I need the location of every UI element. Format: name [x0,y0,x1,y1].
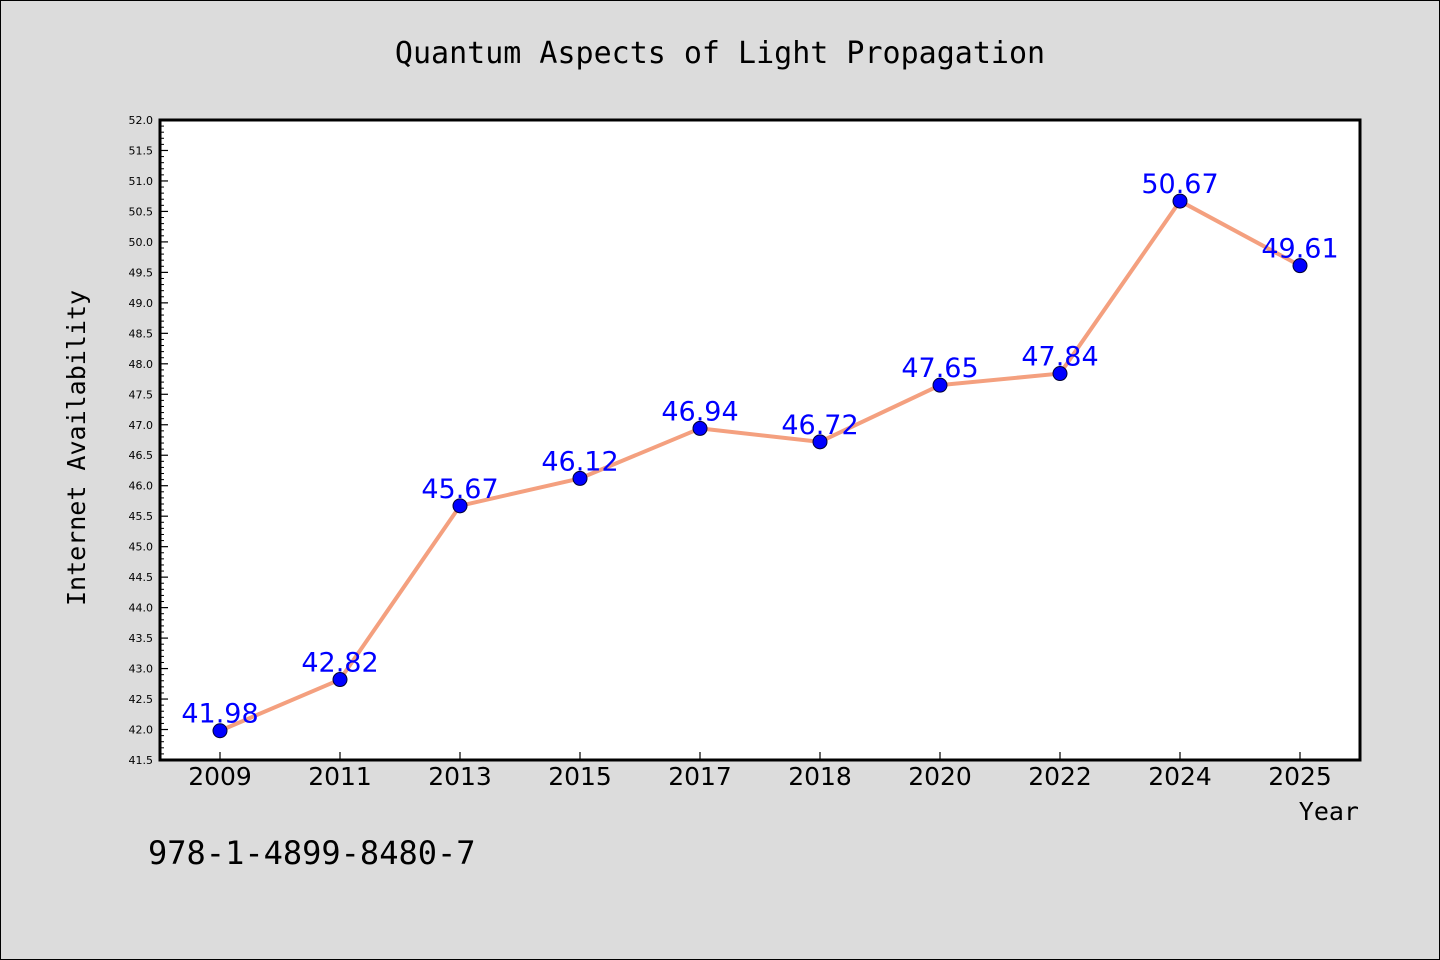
y-tick-label: 48.0 [129,358,154,371]
y-tick-label: 47.0 [129,419,154,432]
data-label: 47.65 [901,353,978,384]
data-label: 46.12 [541,446,618,477]
y-tick-label: 42.0 [129,724,154,737]
data-label: 47.84 [1021,342,1098,373]
y-tick-label: 48.5 [129,327,154,340]
y-tick-label: 42.5 [129,693,154,706]
x-tick-label: 2013 [428,762,492,791]
x-tick-label: 2017 [668,762,732,791]
data-point [332,672,348,688]
y-tick-label: 41.5 [129,754,154,767]
data-point [812,434,828,450]
plot-frame [158,118,1362,762]
y-tick-label: 49.5 [129,266,154,279]
data-point [1292,258,1308,274]
data-point [572,470,588,486]
y-tick-label: 44.0 [129,602,154,615]
x-axis-label: Year [1299,797,1359,826]
data-label: 46.72 [781,410,858,441]
data-label: 45.67 [421,474,498,505]
data-label: 49.61 [1261,234,1338,265]
data-point [692,420,708,436]
y-tick-label: 46.5 [129,449,154,462]
data-point [1172,193,1188,209]
x-tick-label: 2020 [908,762,972,791]
data-point [1052,366,1068,382]
y-tick-label: 43.0 [129,663,154,676]
y-tick-label: 51.5 [129,144,154,157]
y-axis-label: Internet Availability [62,290,91,606]
x-axis-ticks: 2009 2011 2013 2015 2017 2018 2020 2022 2024 2025 [188,752,1332,791]
y-tick-label: 44.5 [129,571,154,584]
data-label: 50.67 [1141,169,1218,200]
data-label: 46.94 [661,396,738,427]
y-tick-label: 50.0 [129,236,154,249]
data-label: 42.82 [301,648,378,679]
x-tick-label: 2022 [1028,762,1092,791]
data-point [452,498,468,514]
marker-layer [212,193,1308,739]
x-tick-label: 2011 [308,762,372,791]
x-tick-label: 2015 [548,762,612,791]
y-tick-label: 45.5 [129,510,154,523]
x-tick-label: 2024 [1148,762,1212,791]
isbn-footnote: 978-1-4899-8480-7 [148,834,476,872]
y-tick-label: 49.0 [129,297,154,310]
y-tick-label: 47.5 [129,388,154,401]
y-tick-label: 45.0 [129,541,154,554]
y-tick-label: 43.5 [129,632,154,645]
y-tick-label: 50.5 [129,205,154,218]
y-tick-label: 46.0 [129,480,154,493]
data-point [932,377,948,393]
x-tick-label: 2009 [188,762,252,791]
y-tick-label: 51.0 [129,175,154,188]
series-line [219,199,1301,733]
data-label-layer: 41.98 42.82 45.67 46.12 46.94 46.72 47.65 47.84… [181,169,1338,730]
data-point [212,723,228,739]
chart-title: Quantum Aspects of Light Propagation [395,36,1045,71]
data-label: 41.98 [181,699,258,730]
x-tick-label: 2018 [788,762,852,791]
x-tick-label: 2025 [1268,762,1332,791]
y-tick-label: 52.0 [129,114,154,127]
series-layer [219,199,1301,733]
